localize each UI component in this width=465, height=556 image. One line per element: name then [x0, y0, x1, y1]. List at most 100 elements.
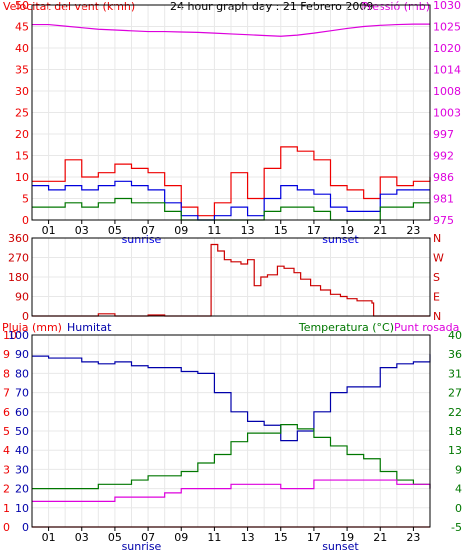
compass-ytick-label: E	[433, 291, 440, 304]
humidity-axis-title: Humitat	[67, 321, 112, 334]
pressure-ytick-label: 1003	[433, 107, 461, 120]
rain-ytick-label: 6	[3, 406, 10, 419]
climate-panel-x-tick-label: 03	[75, 531, 89, 544]
pressure-ytick-label: 1014	[433, 64, 461, 77]
temperature-axis-title: Temperatura (°C)	[298, 321, 394, 334]
compass-ytick-label: S	[433, 271, 440, 284]
compass-ytick-label: W	[433, 252, 444, 265]
wind-ytick-label: 5	[22, 193, 29, 206]
compass-ytick-label: N	[433, 310, 441, 323]
climate-panel-x-tick-label: 23	[406, 531, 420, 544]
pressure-ytick-label: 992	[433, 150, 454, 163]
temperature-ytick-label: 31	[448, 367, 462, 380]
rain-ytick-label: 4	[3, 444, 10, 457]
wind-panel-x-tick-label: 03	[75, 224, 89, 237]
climate-panel-x-tick-label: 09	[174, 531, 188, 544]
direction-ytick-label: 270	[8, 252, 29, 265]
wind-ytick-label: 50	[15, 0, 29, 12]
climate-panel-x-tick-label: 11	[207, 531, 221, 544]
chart-title: 24 hour graph day : 21 Febrero 2009	[170, 0, 373, 13]
temperature-ytick-label: 36	[448, 348, 462, 361]
humidity-ytick-label: 60	[15, 406, 29, 419]
wind-panel-x-tick-label: 11	[207, 224, 221, 237]
temperature-ytick-label: 0	[455, 502, 462, 515]
sunset-label: sunset	[322, 540, 359, 553]
pressure-ytick-label: 1030	[433, 0, 461, 12]
rain-ytick-label: 10	[3, 329, 17, 342]
wind-avg-series-line	[32, 180, 430, 221]
humidity-ytick-label: 0	[22, 521, 29, 534]
climate-panel-x-tick-label: 19	[340, 531, 354, 544]
wind-ytick-label: 30	[15, 85, 29, 98]
wind-ytick-label: 45	[15, 21, 29, 34]
direction-ytick-label: 0	[22, 310, 29, 323]
humidity-ytick-label: 90	[15, 348, 29, 361]
sunrise-label: sunrise	[122, 540, 162, 553]
direction-series-line	[32, 243, 430, 317]
direction-ytick-label: 180	[8, 271, 29, 284]
wind-ytick-label: 0	[22, 214, 29, 227]
pressure-ytick-label: 981	[433, 193, 454, 206]
compass-ytick-label: N	[433, 232, 441, 245]
rain-ytick-label: 3	[3, 463, 10, 476]
direction-ytick-label: 360	[8, 232, 29, 245]
wind-panel-x-tick-label: 05	[108, 224, 122, 237]
pressure-ytick-label: 1025	[433, 21, 461, 34]
temperature-ytick-label: 4	[455, 483, 462, 496]
rain-axis-title: Pluja (mm)	[2, 321, 62, 334]
humidity-series-line	[32, 354, 431, 442]
wind-panel-x-tick-label: 01	[42, 224, 56, 237]
wind-gust-series-line	[32, 146, 431, 217]
temperature-ytick-label: 27	[448, 387, 462, 400]
humidity-ytick-label: 100	[8, 329, 29, 342]
wind-panel-x-tick-label: 07	[141, 224, 155, 237]
pressure-ytick-label: 997	[433, 128, 454, 141]
wind-panel-x-tick-label: 15	[274, 224, 288, 237]
rain-ytick-label: 5	[3, 425, 10, 438]
wind-panel-frame	[31, 4, 431, 221]
wind-panel-x-tick-label: 13	[241, 224, 255, 237]
wind-panel-x-tick-label: 09	[174, 224, 188, 237]
pressure-series-line	[32, 23, 430, 37]
wind-panel-x-tick-label: 19	[340, 224, 354, 237]
rain-ytick-label: 1	[3, 502, 10, 515]
temperature-ytick-label: 22	[448, 406, 462, 419]
wind-ytick-label: 15	[15, 150, 29, 163]
rain-ytick-label: 0	[3, 521, 10, 534]
climate-panel-x-tick-label: 05	[108, 531, 122, 544]
wind-axis-title: Velocitat del vent (kmh)	[3, 0, 135, 13]
sunrise-label: sunrise	[122, 233, 162, 246]
wind-ytick-label: 20	[15, 128, 29, 141]
pressure-ytick-label: 1008	[433, 85, 461, 98]
humidity-ytick-label: 70	[15, 387, 29, 400]
dewpoint-axis-title: Punt rosada	[394, 321, 459, 334]
wind-ytick-label: 10	[15, 171, 29, 184]
wind-ytick-label: 25	[15, 107, 29, 120]
wind-panel-x-tick-label: 21	[373, 224, 387, 237]
wind-ytick-label: 35	[15, 64, 29, 77]
temperature-series-line	[32, 424, 431, 490]
temperature-ytick-label: 40	[448, 329, 462, 342]
humidity-ytick-label: 10	[15, 502, 29, 515]
wind-panel-x-tick-label: 17	[307, 224, 321, 237]
pressure-ytick-label: 986	[433, 171, 454, 184]
humidity-ytick-label: 40	[15, 444, 29, 457]
dewpoint-series-line	[32, 479, 431, 502]
direction-ytick-label: 90	[15, 291, 29, 304]
rain-ytick-label: 8	[3, 367, 10, 380]
pressure-ytick-label: 975	[433, 214, 454, 227]
climate-panel-x-tick-label: 15	[274, 531, 288, 544]
rain-ytick-label: 7	[3, 387, 10, 400]
temperature-ytick-label: 13	[448, 444, 462, 457]
direction-panel-frame	[31, 237, 431, 317]
climate-panel-x-tick-label: 01	[42, 531, 56, 544]
humidity-ytick-label: 50	[15, 425, 29, 438]
temperature-ytick-label: 18	[448, 425, 462, 438]
humidity-ytick-label: 80	[15, 367, 29, 380]
rain-ytick-label: 2	[3, 483, 10, 496]
humidity-ytick-label: 30	[15, 463, 29, 476]
temperature-ytick-label: 9	[455, 463, 462, 476]
sunset-label: sunset	[322, 233, 359, 246]
pressure-axis-title: Pressió (mb)	[361, 0, 430, 13]
